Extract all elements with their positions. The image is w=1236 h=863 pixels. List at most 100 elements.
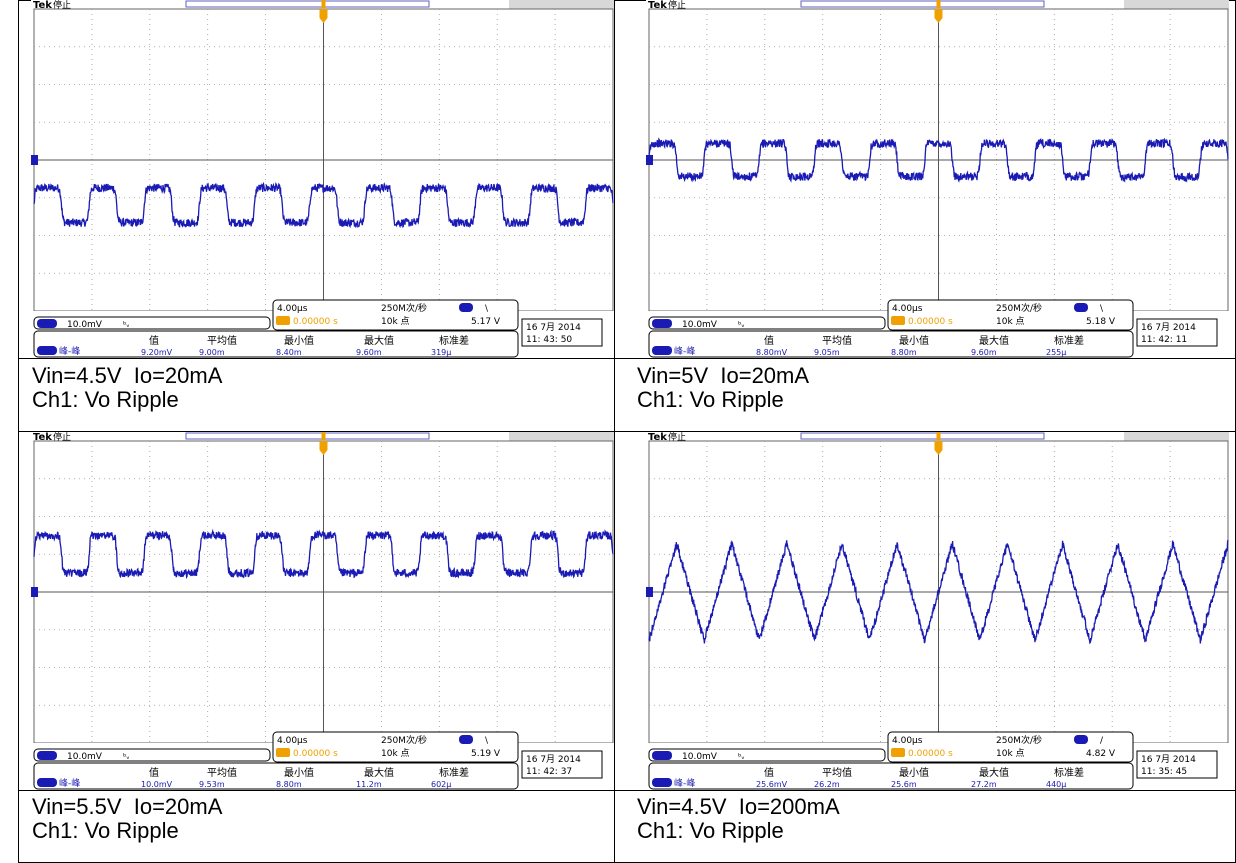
sample-rate-readout: 250M次/秒 xyxy=(996,302,1042,314)
scope-screen-1: Tek 停止 4.00µs 250M次/秒 \ 0.00000 s 10k 点 5.17 V 1… xyxy=(31,0,614,358)
timebase-readout: 4.00µs xyxy=(892,736,923,746)
scope-plot: Tek 停止 4.00µs 250M次/秒 \ 0.00000 s 10k 点 5.19 V 1… xyxy=(31,432,614,790)
table-divider-1 xyxy=(18,358,1236,359)
measurement-header: 最小值 xyxy=(284,766,314,779)
scope-screen-3: Tek 停止 4.00µs 250M次/秒 \ 0.00000 s 10k 点 5.19 V 1… xyxy=(31,432,614,790)
measurement-value: 8.80m xyxy=(891,348,917,357)
measurement-value: 8.40m xyxy=(276,348,302,357)
acquisition-status: 停止 xyxy=(668,0,686,11)
acquisition-status: 停止 xyxy=(668,432,686,443)
measurement-header: 值 xyxy=(149,766,159,779)
svg-text:ᵇᵥ: ᵇᵥ xyxy=(123,752,130,761)
trigger-offset-readout: 0.00000 s xyxy=(293,749,338,759)
record-length-indicator xyxy=(800,432,1045,440)
horizontal-readout-box: 4.00µs 250M次/秒 \ 0.00000 s 10k 点 5.17 V xyxy=(272,299,519,331)
measurement-header: 最大值 xyxy=(979,766,1009,779)
measurement-header: 最大值 xyxy=(364,334,394,347)
measurement-value: 319µ xyxy=(431,348,451,357)
measurement-header: 标准差 xyxy=(1054,766,1084,779)
date-readout: 16 7月 2014 xyxy=(526,322,581,333)
acquisition-status: 停止 xyxy=(53,0,71,11)
caption-conditions: Vin=5.5V Io=20mA xyxy=(32,794,223,819)
measurement-value: 255µ xyxy=(1046,348,1066,357)
ch1-ground-marker xyxy=(646,587,653,597)
trigger-offset-readout: 0.00000 s xyxy=(908,317,953,327)
trigger-level-readout: 4.82 V xyxy=(1086,749,1116,759)
ch1-scale-readout: 10.0mV xyxy=(682,320,718,330)
svg-text:ᵇᵥ: ᵇᵥ xyxy=(738,320,745,329)
trigger-slope-icon: \ xyxy=(1100,304,1104,314)
time-readout: 11: 42: 37 xyxy=(526,767,572,777)
measurement-type: 峰-峰 xyxy=(674,346,695,357)
date-readout: 16 7月 2014 xyxy=(526,754,581,765)
ch1-readout-box: 10.0mV ᵇᵥ xyxy=(648,748,886,762)
date-time-box: 16 7月 2014 11: 42: 11 xyxy=(1136,318,1218,347)
scope-plot: Tek 停止 4.00µs 250M次/秒 \ 0.00000 s 10k 点 5.17 V 1… xyxy=(31,0,614,358)
measurement-header: 最大值 xyxy=(364,766,394,779)
date-readout: 16 7月 2014 xyxy=(1141,322,1196,333)
date-readout: 16 7月 2014 xyxy=(1141,754,1196,765)
measurement-value: 26.2m xyxy=(814,780,840,789)
measurement-value: 25.6m xyxy=(891,780,917,789)
scope-plot: Tek 停止 4.00µs 250M次/秒 / 0.00000 s 10k 点 4.82 V 1… xyxy=(646,432,1229,790)
trigger-position-marker xyxy=(934,0,943,23)
trigger-position-marker xyxy=(934,432,943,455)
measurement-value: 9.05m xyxy=(814,348,840,357)
time-readout: 11: 43: 50 xyxy=(526,335,572,345)
figure-caption: Vin=5.5V Io=20mA Ch1: Vo Ripple xyxy=(32,795,222,843)
measurement-header: 值 xyxy=(764,766,774,779)
scope-screen-2: Tek 停止 4.00µs 250M次/秒 \ 0.00000 s 10k 点 5.18 V 1… xyxy=(646,0,1229,358)
measurement-value: 9.00m xyxy=(199,348,225,357)
measurement-header: 标准差 xyxy=(439,334,469,347)
measurement-value: 9.60m xyxy=(971,348,997,357)
ch1-readout-box: 10.0mV ᵇᵥ xyxy=(33,748,271,762)
trigger-level-readout: 5.19 V xyxy=(471,749,501,759)
caption-channel: Ch1: Vo Ripple xyxy=(32,387,179,412)
ch1-trace xyxy=(33,181,614,229)
brand-label: Tek xyxy=(33,432,52,443)
measurement-value: 25.6mV xyxy=(756,780,788,789)
measurement-value: 10.0mV xyxy=(141,780,173,789)
measurement-header: 最小值 xyxy=(284,334,314,347)
brand-label: Tek xyxy=(648,0,667,11)
trigger-slope-icon: \ xyxy=(485,736,489,746)
ch1-trace xyxy=(648,137,1229,183)
caption-channel: Ch1: Vo Ripple xyxy=(32,818,179,843)
measurement-value: 8.80m xyxy=(276,780,302,789)
caption-conditions: Vin=5V Io=20mA xyxy=(637,363,810,388)
ch1-trace xyxy=(648,539,1229,645)
measurement-header: 最大值 xyxy=(979,334,1009,347)
sample-rate-readout: 250M次/秒 xyxy=(381,734,427,746)
ch1-scale-readout: 10.0mV xyxy=(67,320,103,330)
measurement-header: 平均值 xyxy=(822,766,852,779)
trigger-offset-readout: 0.00000 s xyxy=(908,749,953,759)
time-readout: 11: 42: 11 xyxy=(1141,335,1187,345)
measurement-header: 平均值 xyxy=(207,766,237,779)
measurement-type: 峰-峰 xyxy=(59,346,80,357)
date-time-box: 16 7月 2014 11: 42: 37 xyxy=(521,750,603,779)
figure-caption: Vin=5V Io=20mA Ch1: Vo Ripple xyxy=(637,364,809,412)
record-length-readout: 10k 点 xyxy=(381,316,410,327)
measurement-header: 标准差 xyxy=(1054,334,1084,347)
timebase-readout: 4.00µs xyxy=(277,304,308,314)
table-divider-2 xyxy=(18,431,1236,432)
record-length-readout: 10k 点 xyxy=(996,748,1025,759)
horizontal-readout-box: 4.00µs 250M次/秒 \ 0.00000 s 10k 点 5.18 V xyxy=(887,299,1134,331)
measurement-header: 值 xyxy=(764,334,774,347)
svg-text:ᵇᵥ: ᵇᵥ xyxy=(738,752,745,761)
record-length-indicator xyxy=(185,432,430,440)
caption-channel: Ch1: Vo Ripple xyxy=(637,387,784,412)
caption-channel: Ch1: Vo Ripple xyxy=(637,818,784,843)
ch1-readout-box: 10.0mV ᵇᵥ xyxy=(648,316,886,330)
trigger-slope-icon: / xyxy=(1100,736,1104,746)
measurement-value: 440µ xyxy=(1046,780,1066,789)
ch1-ground-marker xyxy=(31,587,38,597)
ch1-trace xyxy=(33,528,614,579)
timebase-readout: 4.00µs xyxy=(892,304,923,314)
figure-caption: Vin=4.5V Io=200mA Ch1: Vo Ripple xyxy=(637,795,840,843)
caption-conditions: Vin=4.5V Io=20mA xyxy=(32,363,223,388)
date-time-box: 16 7月 2014 11: 43: 50 xyxy=(521,318,603,347)
measurement-value: 9.60m xyxy=(356,348,382,357)
